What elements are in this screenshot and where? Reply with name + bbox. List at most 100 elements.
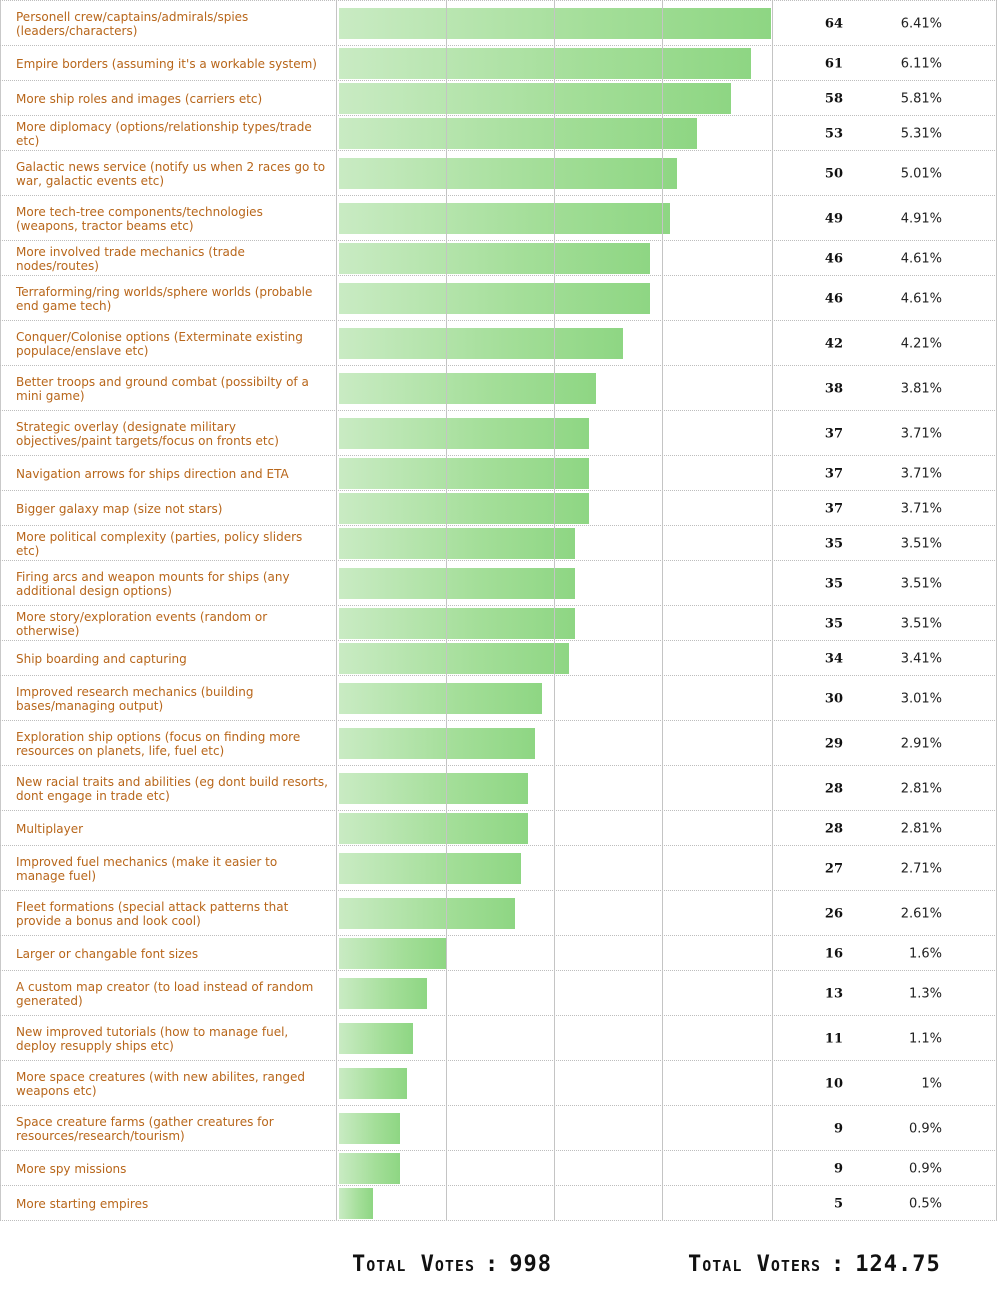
bar bbox=[339, 492, 589, 524]
row-label-cell: More story/exploration events (random or… bbox=[0, 606, 336, 641]
row-label: Better troops and ground combat (possibi… bbox=[16, 374, 309, 403]
vote-count: 46 bbox=[824, 251, 843, 266]
bar bbox=[339, 457, 589, 489]
row-divider bbox=[0, 640, 997, 641]
bar bbox=[339, 1022, 413, 1054]
row-divider bbox=[0, 765, 997, 766]
row-label-cell: Strategic overlay (designate military ob… bbox=[0, 411, 336, 456]
vote-count: 5 bbox=[833, 1196, 843, 1211]
vote-count: 13 bbox=[824, 986, 843, 1001]
vote-count: 34 bbox=[824, 651, 843, 666]
poll-row: Personell crew/captains/admirals/spies (… bbox=[0, 1, 997, 46]
poll-row: More diplomacy (options/relationship typ… bbox=[0, 116, 997, 151]
row-divider bbox=[0, 1185, 997, 1186]
row-label-cell: Conquer/Colonise options (Exterminate ex… bbox=[0, 321, 336, 366]
total-voters: Total Voters:124.75 bbox=[688, 1252, 941, 1277]
bar bbox=[339, 202, 670, 234]
row-label: A custom map creator (to load instead of… bbox=[16, 979, 314, 1008]
poll-row: Multiplayer 28 2.81% bbox=[0, 811, 997, 846]
row-label: More story/exploration events (random or… bbox=[16, 609, 268, 638]
poll-row: Fleet formations (special attack pattern… bbox=[0, 891, 997, 936]
totals-bar: Total Votes:998 Total Voters:124.75 bbox=[0, 1252, 997, 1292]
vote-count: 9 bbox=[833, 1161, 843, 1176]
vote-percent: 2.71% bbox=[900, 861, 942, 876]
bar bbox=[339, 417, 589, 449]
total-votes-label: Total Votes bbox=[352, 1252, 475, 1277]
row-label-cell: Space creature farms (gather creatures f… bbox=[0, 1106, 336, 1151]
row-label-cell: More involved trade mechanics (trade nod… bbox=[0, 241, 336, 276]
row-label-cell: More spy missions bbox=[0, 1151, 336, 1186]
vote-percent: 3.71% bbox=[900, 426, 942, 441]
row-divider bbox=[0, 410, 997, 411]
row-label: Firing arcs and weapon mounts for ships … bbox=[16, 569, 290, 598]
row-divider bbox=[0, 115, 997, 116]
poll-row: Empire borders (assuming it's a workable… bbox=[0, 46, 997, 81]
row-divider bbox=[0, 970, 997, 971]
poll-row: Navigation arrows for ships direction an… bbox=[0, 456, 997, 491]
poll-row: Improved fuel mechanics (make it easier … bbox=[0, 846, 997, 891]
row-label-cell: New racial traits and abilities (eg dont… bbox=[0, 766, 336, 811]
row-label-cell: Fleet formations (special attack pattern… bbox=[0, 891, 336, 936]
row-label: More ship roles and images (carriers etc… bbox=[16, 91, 263, 106]
row-label: Larger or changable font sizes bbox=[16, 946, 199, 961]
vote-percent: 3.51% bbox=[900, 616, 942, 631]
vote-count: 53 bbox=[824, 126, 843, 141]
row-label-cell: More starting empires bbox=[0, 1186, 336, 1221]
row-label: Empire borders (assuming it's a workable… bbox=[16, 56, 317, 71]
vote-count: 35 bbox=[824, 576, 843, 591]
vote-count: 10 bbox=[824, 1076, 843, 1091]
row-divider bbox=[0, 275, 997, 276]
bar bbox=[339, 47, 751, 79]
vote-count: 9 bbox=[833, 1121, 843, 1136]
total-votes: Total Votes:998 bbox=[352, 1252, 552, 1277]
poll-row: Terraforming/ring worlds/sphere worlds (… bbox=[0, 276, 997, 321]
vote-count: 46 bbox=[824, 291, 843, 306]
bar bbox=[339, 937, 447, 969]
row-label-cell: Bigger galaxy map (size not stars) bbox=[0, 491, 336, 526]
row-label: Galactic news service (notify us when 2 … bbox=[16, 159, 326, 188]
vote-count: 42 bbox=[824, 336, 843, 351]
total-voters-label: Total Voters bbox=[688, 1252, 822, 1277]
poll-row: New racial traits and abilities (eg dont… bbox=[0, 766, 997, 811]
vote-count: 35 bbox=[824, 536, 843, 551]
poll-row: Bigger galaxy map (size not stars) 37 3.71… bbox=[0, 491, 997, 526]
row-label-cell: New improved tutorials (how to manage fu… bbox=[0, 1016, 336, 1061]
poll-row: Galactic news service (notify us when 2 … bbox=[0, 151, 997, 196]
poll-row: More tech-tree components/technologies (… bbox=[0, 196, 997, 241]
bar bbox=[339, 977, 427, 1009]
vote-count: 11 bbox=[824, 1031, 843, 1046]
row-label-cell: More diplomacy (options/relationship typ… bbox=[0, 116, 336, 151]
row-divider bbox=[0, 1150, 997, 1151]
poll-row: Strategic overlay (designate military ob… bbox=[0, 411, 997, 456]
vote-count: 16 bbox=[824, 946, 843, 961]
vote-count: 50 bbox=[824, 166, 843, 181]
vote-count: 58 bbox=[824, 91, 843, 106]
row-divider bbox=[0, 1220, 997, 1221]
row-label-cell: Terraforming/ring worlds/sphere worlds (… bbox=[0, 276, 336, 321]
row-divider bbox=[0, 455, 997, 456]
vote-percent: 1.1% bbox=[908, 1031, 942, 1046]
row-label: New improved tutorials (how to manage fu… bbox=[16, 1024, 289, 1053]
row-label: Conquer/Colonise options (Exterminate ex… bbox=[16, 329, 303, 358]
poll-row: New improved tutorials (how to manage fu… bbox=[0, 1016, 997, 1061]
row-divider bbox=[0, 240, 997, 241]
poll-row: A custom map creator (to load instead of… bbox=[0, 971, 997, 1016]
bar bbox=[339, 7, 771, 39]
row-label-cell: Firing arcs and weapon mounts for ships … bbox=[0, 561, 336, 606]
vote-percent: 1.6% bbox=[908, 946, 942, 961]
row-label-cell: Larger or changable font sizes bbox=[0, 936, 336, 971]
grid-line bbox=[772, 1, 773, 1221]
row-label: More tech-tree components/technologies (… bbox=[16, 204, 263, 233]
bar bbox=[339, 607, 575, 639]
vote-percent: 3.41% bbox=[900, 651, 942, 666]
vote-count: 37 bbox=[824, 426, 843, 441]
bar bbox=[339, 1152, 400, 1184]
vote-percent: 4.61% bbox=[900, 291, 942, 306]
vote-percent: 3.51% bbox=[900, 576, 942, 591]
vote-percent: 2.81% bbox=[900, 781, 942, 796]
vote-percent: 3.51% bbox=[900, 536, 942, 551]
row-label: More involved trade mechanics (trade nod… bbox=[16, 244, 245, 273]
vote-percent: 4.61% bbox=[900, 251, 942, 266]
vote-percent: 0.9% bbox=[908, 1121, 942, 1136]
vote-count: 30 bbox=[824, 691, 843, 706]
